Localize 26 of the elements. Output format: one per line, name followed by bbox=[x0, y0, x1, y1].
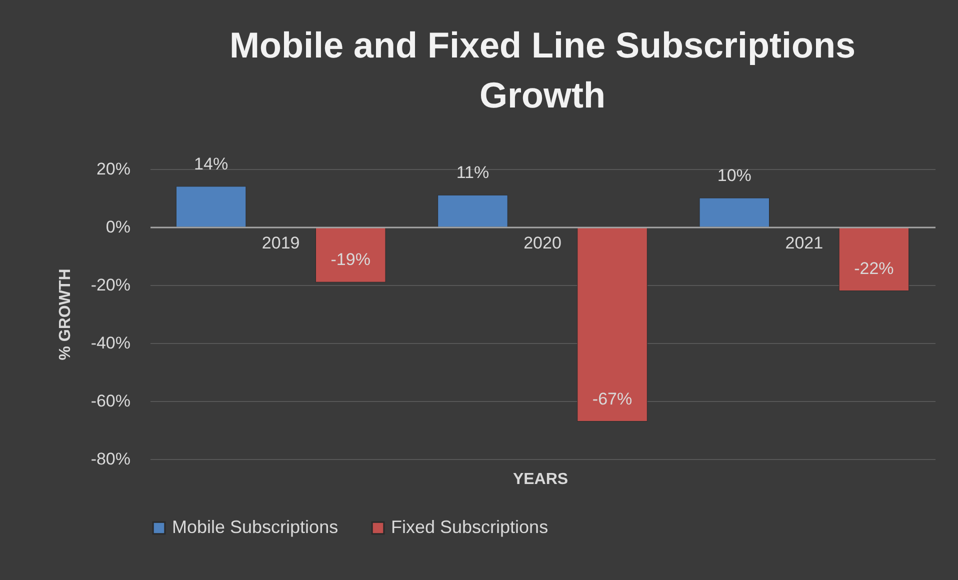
y-tick-label: 20% bbox=[96, 160, 130, 178]
x-tick-label: 2021 bbox=[785, 234, 824, 252]
bar bbox=[699, 198, 770, 228]
legend-label: Fixed Subscriptions bbox=[391, 517, 548, 537]
data-label: -22% bbox=[854, 258, 894, 278]
y-tick-label: -20% bbox=[90, 276, 130, 294]
chart-title: Mobile and Fixed Line Subscriptions Growth bbox=[229, 24, 856, 116]
y-tick-label: -80% bbox=[90, 450, 130, 468]
bar bbox=[438, 194, 508, 228]
x-axis-title: YEARS bbox=[512, 471, 568, 488]
y-tick-label: 0% bbox=[106, 218, 130, 236]
data-label: 10% bbox=[717, 166, 752, 185]
x-tick-label: 2019 bbox=[262, 234, 300, 252]
bar bbox=[838, 226, 910, 292]
y-tick-label: -40% bbox=[90, 334, 130, 352]
data-label: 14% bbox=[194, 154, 228, 174]
x-tick-label: 2020 bbox=[524, 234, 562, 252]
data-label: 11% bbox=[456, 163, 490, 182]
y-tick-label: -60% bbox=[90, 392, 130, 410]
bar bbox=[315, 226, 386, 282]
y-axis-title: % GROWTH bbox=[56, 268, 74, 360]
data-label: -19% bbox=[330, 250, 370, 270]
legend-label: Mobile Subscriptions bbox=[172, 517, 338, 537]
bar bbox=[176, 186, 246, 228]
data-label: -67% bbox=[592, 389, 632, 408]
bar bbox=[577, 226, 648, 422]
